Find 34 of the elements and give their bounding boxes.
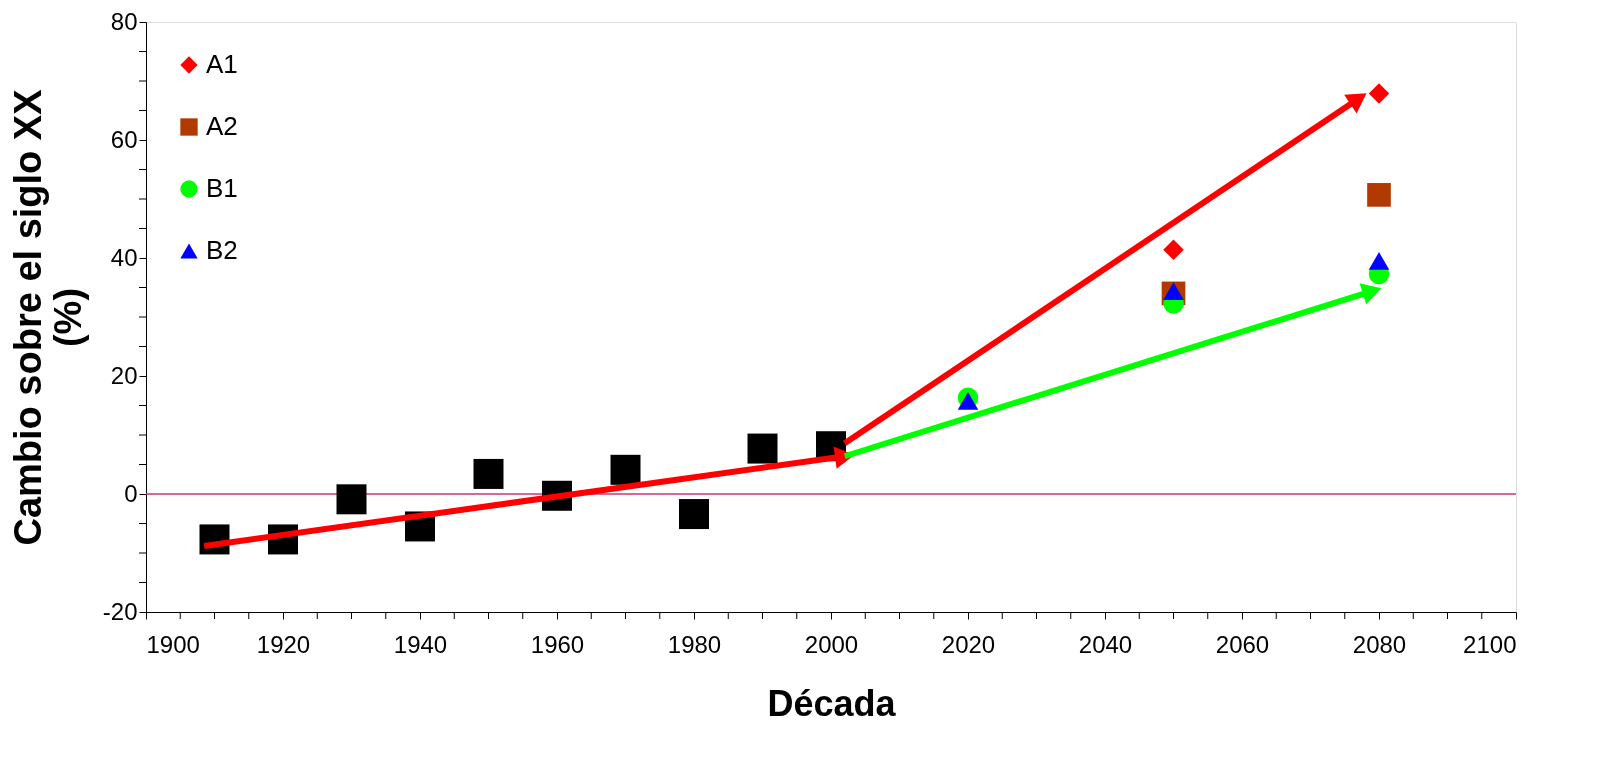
point xyxy=(1163,239,1184,260)
y-tick-label: 0 xyxy=(124,479,138,507)
x-tick-label: 1900 xyxy=(146,630,200,658)
x-tick-label: 1980 xyxy=(667,630,722,658)
x-tick-label: 2060 xyxy=(1215,630,1270,658)
point xyxy=(1368,83,1390,104)
x-tick-label: 2020 xyxy=(941,630,996,658)
point xyxy=(610,454,641,485)
y-tick-label: 80 xyxy=(110,7,138,35)
legend-label: A1 xyxy=(206,49,238,79)
legend-label: A2 xyxy=(206,111,238,141)
point xyxy=(1368,252,1390,270)
text: (%) xyxy=(46,287,89,348)
point xyxy=(747,433,778,464)
point xyxy=(1367,183,1391,207)
point xyxy=(1163,282,1184,300)
y-tick-label: 60 xyxy=(110,125,138,153)
point xyxy=(473,458,504,489)
x-tick-label: 1920 xyxy=(256,630,311,658)
point xyxy=(679,499,709,530)
x-tick-label: 1940 xyxy=(393,630,448,658)
x-tick-label: 2080 xyxy=(1352,630,1407,658)
y-tick-label: -20 xyxy=(102,597,138,625)
y-tick-label: 40 xyxy=(110,243,138,271)
point xyxy=(336,484,367,515)
legend-label: B1 xyxy=(206,173,238,203)
legend-label: B2 xyxy=(206,235,238,265)
x-tick-label: 2100 xyxy=(1463,630,1517,658)
y-tick-label: 20 xyxy=(110,361,138,389)
text: Cambio sobre el siglo XX xyxy=(6,89,49,546)
x-tick-label: 2000 xyxy=(804,630,859,658)
x-tick-label: 1960 xyxy=(530,630,585,658)
x-tick-label: 2040 xyxy=(1078,630,1133,658)
x-axis-title: Década xyxy=(767,682,897,724)
